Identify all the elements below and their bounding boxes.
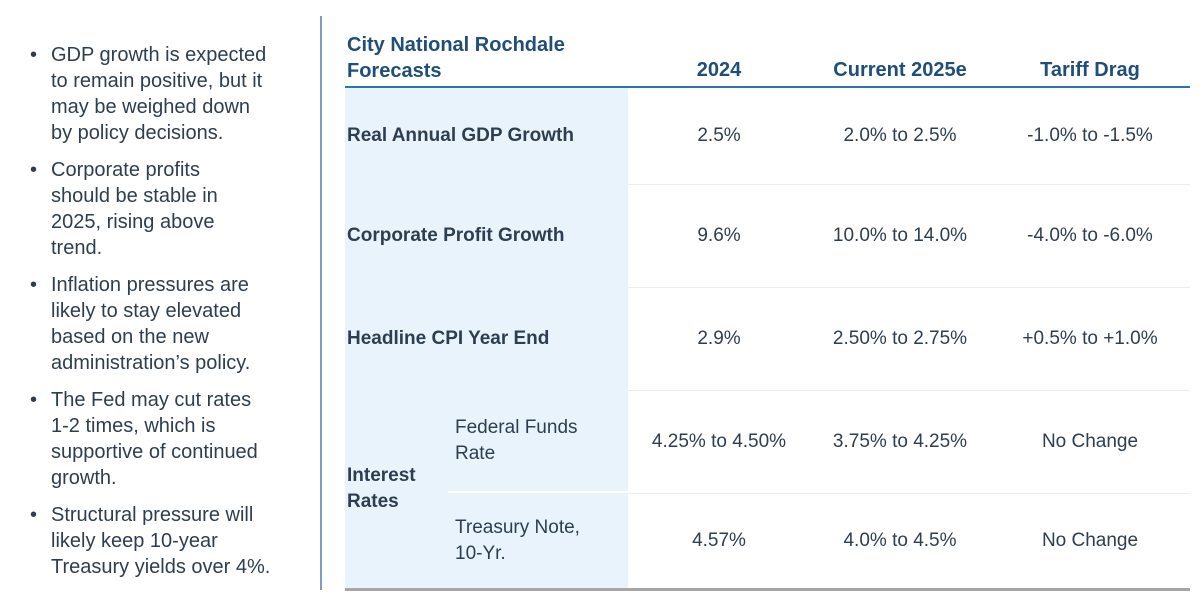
table-header-row: City National Rochdale Forecasts 2024 Cu… — [345, 30, 1190, 88]
column-header-tariff-drag: Tariff Drag — [1040, 59, 1140, 81]
bullet-text: Inflation pressures are likely to stay e… — [51, 274, 251, 374]
cell-real-gdp-tariff: -1.0% to -1.5% — [990, 88, 1190, 184]
table-title: City National Rochdale Forecasts — [347, 34, 565, 82]
sub-label-treasury-note-10yr: Treasury Note, 10-Yr. — [448, 493, 628, 588]
cell-corp-profit-tariff: -4.0% to -6.0% — [990, 184, 1190, 287]
bullet-text: GDP growth is expected to remain positiv… — [51, 44, 267, 144]
forecast-table: City National Rochdale Forecasts 2024 Cu… — [345, 30, 1190, 591]
bullet-item: • Structural pressure will likely keep 1… — [30, 502, 314, 580]
column-header-current-2025e: Current 2025e — [833, 59, 967, 81]
cell-corp-profit-2024: 9.6% — [628, 184, 810, 287]
cell-fed-funds-2025e: 3.75% to 4.25% — [810, 390, 990, 493]
cell-treasury-tariff: No Change — [990, 493, 1190, 588]
cell-fed-funds-tariff: No Change — [990, 390, 1190, 493]
bullet-item: • The Fed may cut rates 1-2 times, which… — [30, 387, 314, 491]
cell-cpi-tariff: +0.5% to +1.0% — [990, 287, 1190, 390]
cell-treasury-2025e: 4.0% to 4.5% — [810, 493, 990, 588]
vertical-divider — [320, 16, 322, 590]
table-body: Real Annual GDP Growth 2.5% 2.0% to 2.5%… — [345, 88, 1190, 591]
bullet-item: • Inflation pressures are likely to stay… — [30, 272, 314, 376]
bullet-marker: • — [30, 159, 38, 181]
cell-treasury-2024: 4.57% — [628, 493, 810, 588]
bullet-marker: • — [30, 389, 38, 411]
bullet-text: The Fed may cut rates 1-2 times, which i… — [51, 389, 258, 489]
cell-real-gdp-2024: 2.5% — [628, 88, 810, 184]
cell-fed-funds-2024: 4.25% to 4.50% — [628, 390, 810, 493]
cell-corp-profit-2025e: 10.0% to 14.0% — [810, 184, 990, 287]
cell-cpi-2025e: 2.50% to 2.75% — [810, 287, 990, 390]
commentary-list: • GDP growth is expected to remain posit… — [0, 42, 314, 591]
bullet-item: • GDP growth is expected to remain posit… — [30, 42, 314, 146]
bullet-marker: • — [30, 274, 38, 296]
bullet-marker: • — [30, 44, 38, 66]
group-label-interest-rates: Interest Rates — [345, 390, 448, 588]
row-label-headline-cpi: Headline CPI Year End — [345, 287, 628, 390]
column-header-2024: 2024 — [696, 59, 742, 81]
row-label-real-gdp: Real Annual GDP Growth — [345, 88, 628, 184]
bullet-item: • Corporate profits should be stable in … — [30, 157, 314, 261]
sub-label-federal-funds-rate: Federal Funds Rate — [448, 390, 628, 493]
bullet-text: Corporate profits should be stable in 20… — [51, 159, 218, 259]
bullet-marker: • — [30, 504, 38, 526]
bullet-text: Structural pressure will likely keep 10-… — [51, 504, 271, 578]
cell-cpi-2024: 2.9% — [628, 287, 810, 390]
cell-real-gdp-2025e: 2.0% to 2.5% — [810, 88, 990, 184]
row-label-corporate-profit: Corporate Profit Growth — [345, 184, 628, 287]
